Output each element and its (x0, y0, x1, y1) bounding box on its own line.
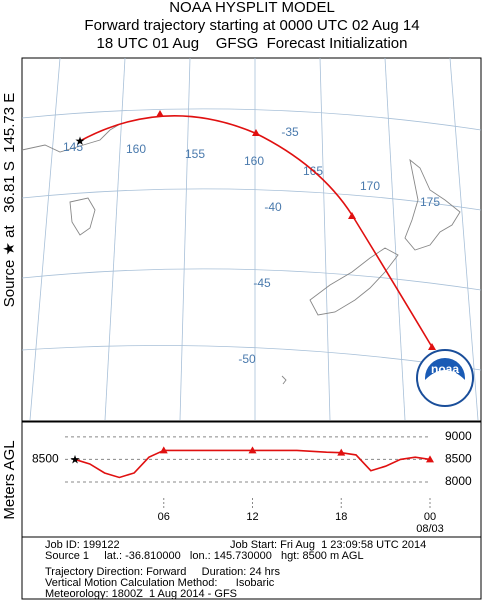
footer-box (21, 536, 482, 600)
x-tick-label: 18 (335, 511, 347, 523)
graticule (21, 57, 482, 421)
footer-text: Job ID: 199122 (45, 539, 120, 551)
footer-text: Trajectory Direction: Forward Duration: … (45, 566, 280, 578)
x-tick-label: 00 (424, 511, 436, 523)
y-tick-label: 9000 (445, 429, 472, 443)
source-star: ★ (75, 134, 86, 148)
y-axis-label: Meters AGL (1, 440, 18, 519)
height-line (74, 449, 431, 479)
map-frame (21, 57, 482, 422)
grid-label: 160 (244, 154, 264, 168)
hour-marker (248, 446, 257, 454)
source-label: Source ★ at 36.81 S 145.73 E (1, 93, 18, 307)
subtitle: Forward trajectory starting at 0000 UTC … (84, 17, 419, 34)
footer-text: Source 1 lat.: -36.810000 lon.: 145.7300… (45, 550, 364, 562)
hour-marker (159, 446, 168, 454)
noaa-logo: noaa (416, 349, 474, 407)
x-tick-label: 06 (158, 511, 170, 523)
coastline (21, 123, 461, 385)
grid-label: 175 (420, 195, 440, 209)
grid-label: 145 (63, 140, 83, 154)
footer-text: Meteorology: 1800Z 1 Aug 2014 - GFS (45, 588, 237, 600)
grid-label: -45 (253, 276, 271, 290)
title: NOAA HYSPLIT MODEL (169, 0, 335, 16)
logo-text: noaa (431, 362, 459, 376)
grid-label: -35 (281, 125, 299, 139)
footer-text: Job Start: Fri Aug 1 23:09:58 UTC 2014 (230, 539, 426, 551)
x-date-label: 08/03 (416, 523, 444, 535)
grid-label: -50 (238, 352, 256, 366)
grid-label: 160 (126, 142, 146, 156)
x-tick-label: 12 (246, 511, 258, 523)
source-point: ★ (70, 453, 81, 467)
hour-marker (337, 448, 346, 456)
source-height: 8500 (32, 452, 59, 466)
grid-label: -40 (264, 200, 282, 214)
grid-label: 170 (360, 179, 380, 193)
footer-text: Vertical Motion Calculation Method: Isob… (45, 577, 275, 589)
grid-label: 155 (185, 147, 205, 161)
y-tick-label: 8000 (445, 474, 472, 488)
y-tick-label: 8500 (445, 452, 472, 466)
init-label: 18 UTC 01 Aug GFSG Forecast Initializati… (97, 35, 408, 52)
hour-marker (426, 455, 434, 463)
